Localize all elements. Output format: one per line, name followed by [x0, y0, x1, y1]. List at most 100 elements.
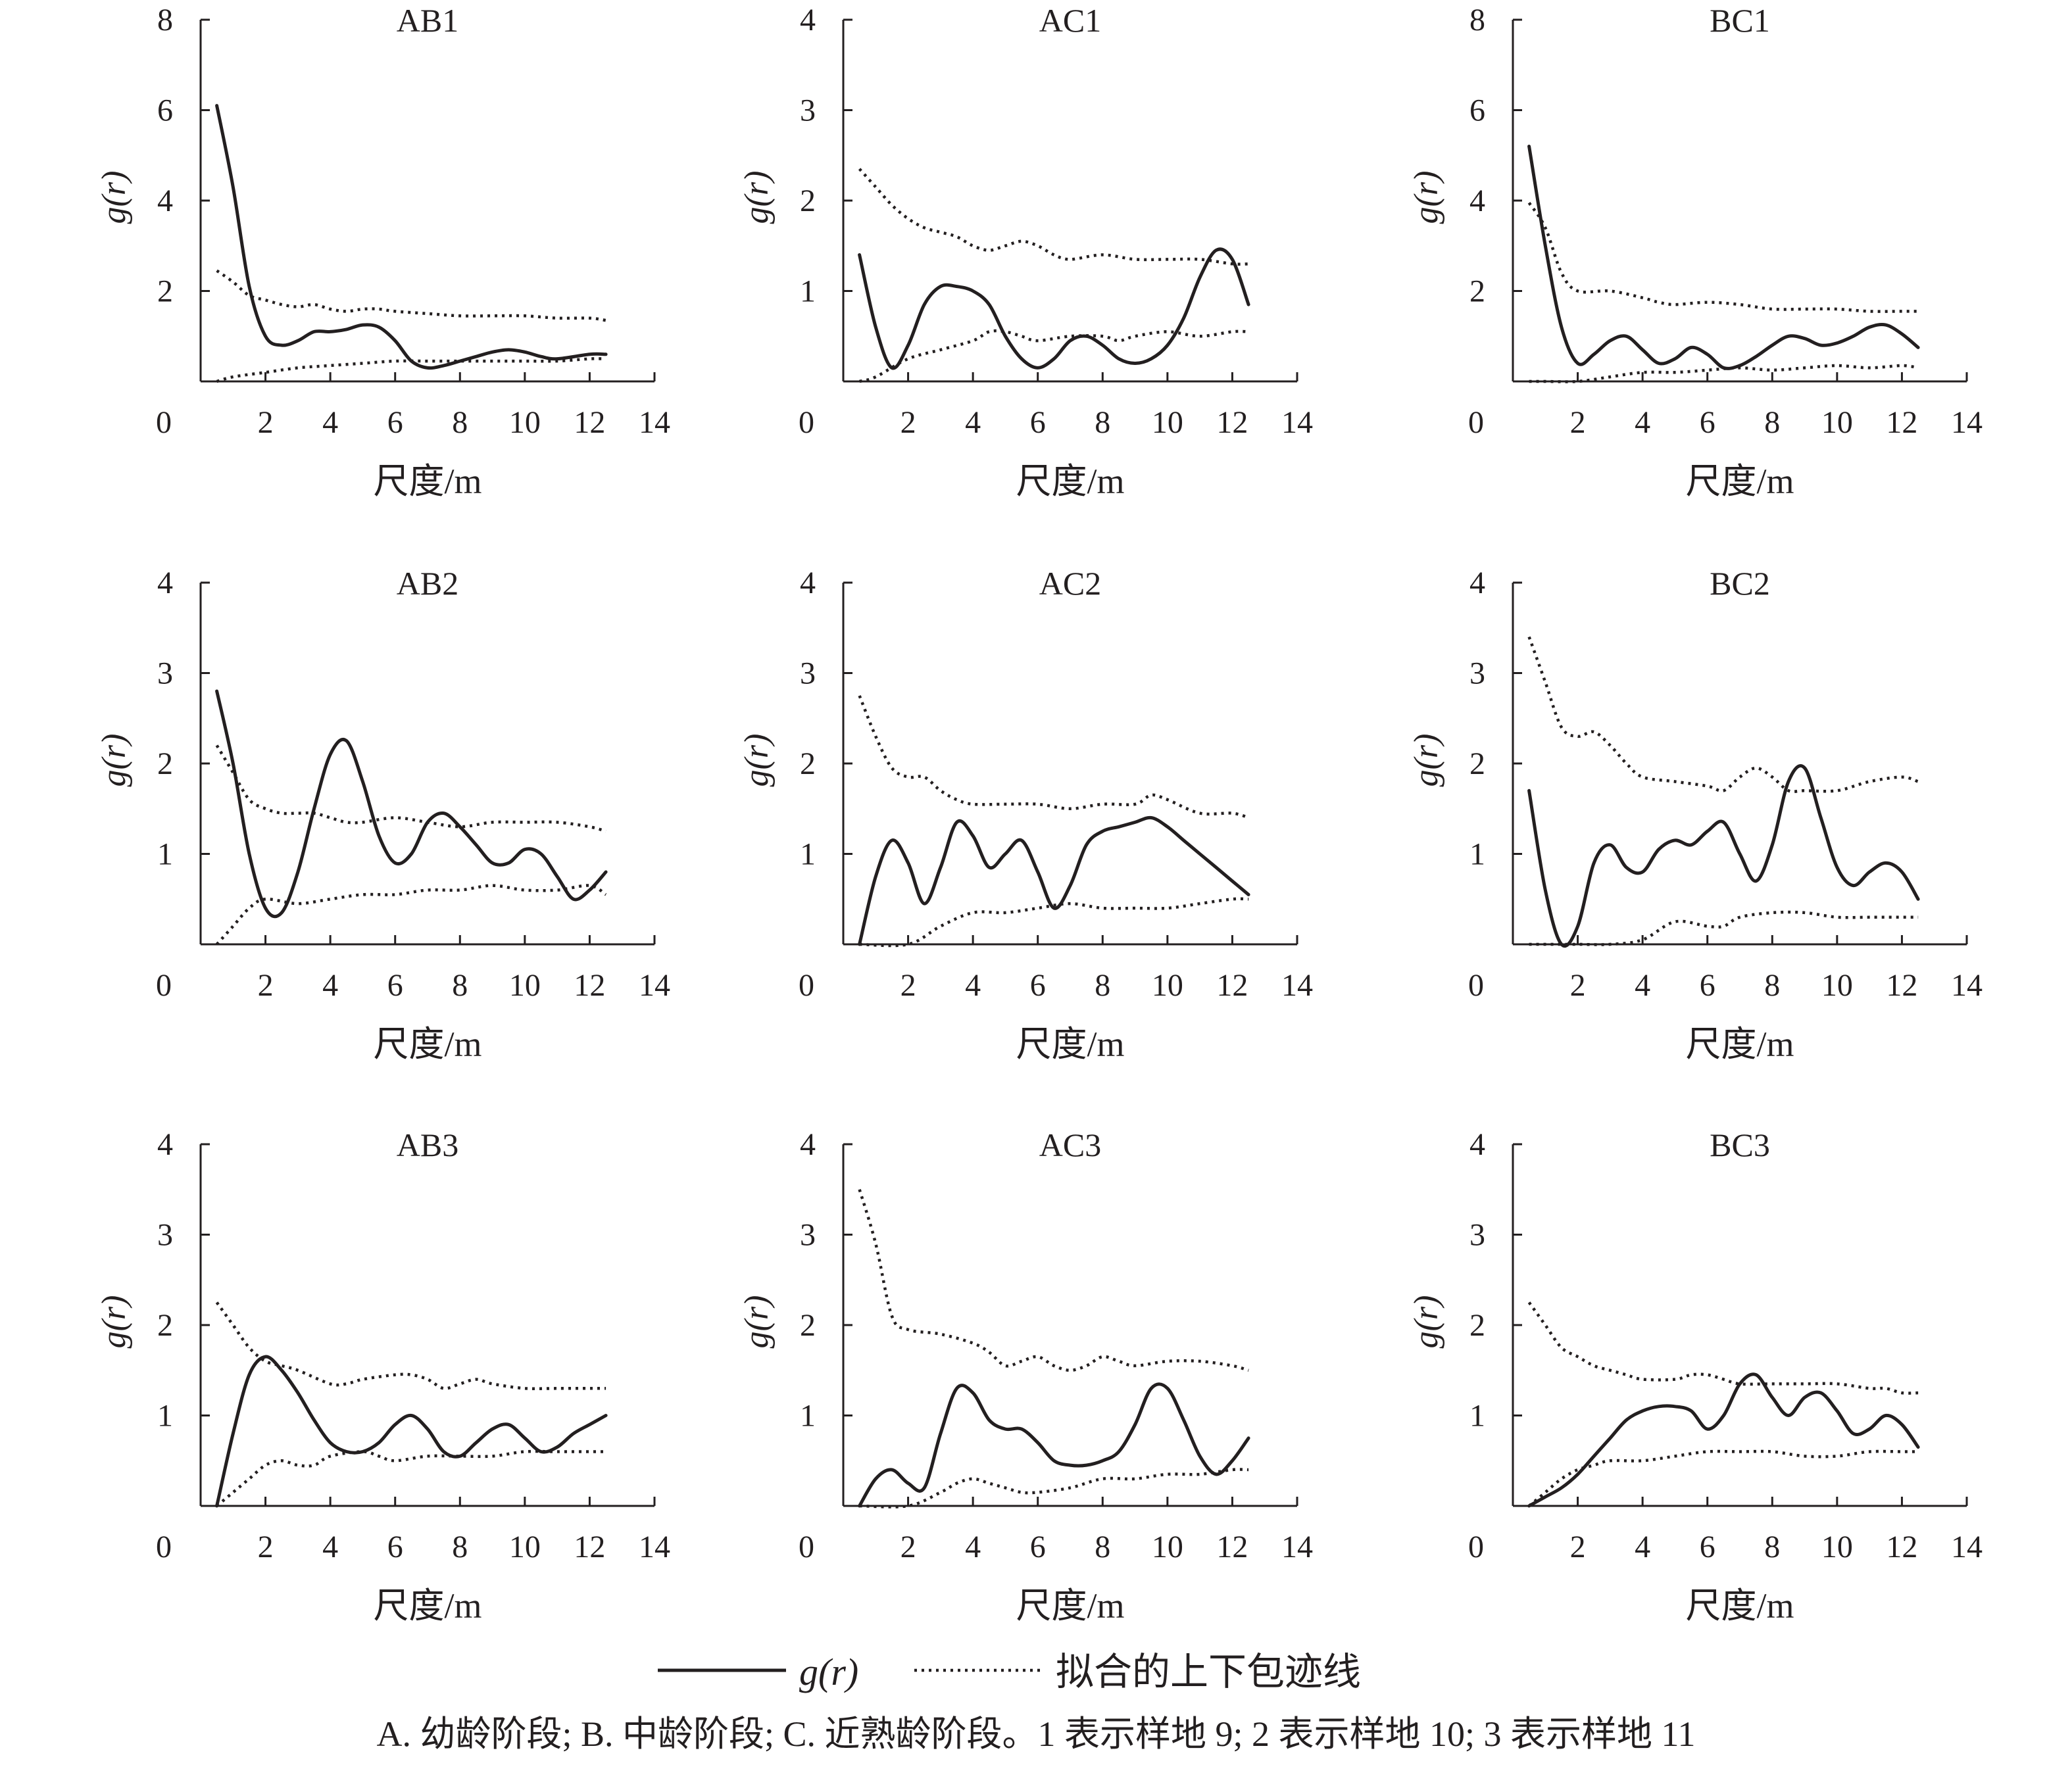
- y-axis-label: g(r): [738, 734, 776, 787]
- legend: g(r) 拟合的上下包迹线: [658, 1651, 1361, 1693]
- x-tick-label: 10: [509, 1530, 541, 1564]
- y-tick-label: 3: [800, 93, 816, 128]
- figure-caption: A. 幼龄阶段; B. 中龄阶段; C. 近熟龄阶段。1 表示样地 9; 2 表…: [376, 1714, 1695, 1754]
- x-tick-label: 8: [452, 968, 468, 1003]
- x-tick-label: 2: [1570, 405, 1586, 440]
- x-axis-label: 尺度/m: [1016, 1586, 1124, 1626]
- y-tick-label: 2: [1469, 274, 1485, 309]
- x-tick-label: 0: [799, 968, 814, 1003]
- panel-title: AB2: [397, 565, 458, 602]
- x-tick-label: 6: [1700, 405, 1715, 440]
- gr-curve: [215, 104, 608, 370]
- envelope-upper-curve: [216, 269, 606, 322]
- x-tick-label: 0: [1468, 405, 1484, 440]
- x-tick-label: 14: [1951, 405, 1983, 440]
- y-tick-label: 1: [1469, 837, 1485, 872]
- x-tick-label: 4: [965, 405, 981, 440]
- x-tick-label: 8: [1764, 968, 1780, 1003]
- y-tick-label: 1: [157, 1399, 173, 1434]
- y-tick-label: 2: [157, 274, 173, 309]
- y-tick-label: 1: [800, 1399, 816, 1434]
- y-tick-label: 2: [157, 1308, 173, 1343]
- envelope-upper-curve: [1527, 202, 1919, 313]
- x-tick-label: 0: [156, 405, 172, 440]
- x-tick-label: 6: [1030, 968, 1046, 1003]
- envelope-lower-curve: [216, 1449, 606, 1507]
- panel-ab1: 0 2 4 6 8 10 12 14 2 4 6 8 AB1 尺度/m g(r): [95, 2, 670, 501]
- envelope-lower-curve: [1529, 364, 1919, 383]
- y-tick-label: 3: [800, 656, 816, 691]
- y-axis-label: g(r): [1408, 171, 1445, 224]
- y-tick-label: 6: [1469, 93, 1485, 128]
- x-tick-label: 14: [1281, 968, 1313, 1003]
- x-tick-label: 4: [322, 405, 338, 440]
- y-axis-label: g(r): [95, 734, 133, 787]
- x-axis-label: 尺度/m: [373, 1586, 481, 1626]
- envelope-lower-curve: [859, 1468, 1249, 1509]
- x-tick-label: 2: [900, 1530, 916, 1564]
- gr-curve: [1527, 764, 1920, 948]
- x-tick-label: 0: [1468, 1530, 1484, 1564]
- x-tick-label: 12: [1886, 405, 1917, 440]
- x-tick-label: 2: [258, 968, 274, 1003]
- x-tick-label: 4: [1635, 968, 1650, 1003]
- y-tick-label: 2: [1469, 1308, 1485, 1343]
- y-tick-label: 4: [157, 1127, 173, 1162]
- x-tick-label: 2: [900, 968, 916, 1003]
- x-axis-label: 尺度/m: [1685, 1586, 1794, 1626]
- y-tick-label: 3: [1469, 656, 1485, 691]
- y-tick-label: 2: [1469, 746, 1485, 781]
- gr-curve: [1527, 145, 1920, 370]
- x-tick-label: 14: [1281, 1530, 1313, 1564]
- y-axis-label: g(r): [738, 1295, 776, 1349]
- x-axis-label: 尺度/m: [1016, 1025, 1124, 1064]
- x-tick-label: 6: [387, 405, 403, 440]
- y-tick-label: 4: [800, 566, 816, 600]
- x-tick-label: 6: [387, 968, 403, 1003]
- x-tick-label: 12: [1216, 405, 1248, 440]
- x-tick-label: 10: [1821, 405, 1853, 440]
- x-tick-label: 6: [1700, 968, 1715, 1003]
- y-tick-label: 1: [1469, 1399, 1485, 1434]
- x-tick-label: 10: [1152, 1530, 1183, 1564]
- y-tick-label: 4: [1469, 566, 1485, 600]
- y-tick-label: 4: [157, 183, 173, 218]
- x-tick-label: 8: [452, 405, 468, 440]
- y-axis-label: g(r): [95, 1295, 133, 1349]
- envelope-upper-curve: [1527, 1301, 1919, 1395]
- panel-title: AB3: [397, 1126, 458, 1163]
- x-tick-label: 2: [258, 405, 274, 440]
- x-tick-label: 4: [322, 968, 338, 1003]
- legend-dotted-label: 拟合的上下包迹线: [1056, 1651, 1361, 1693]
- x-tick-label: 2: [258, 1530, 274, 1564]
- gr-curve: [858, 815, 1250, 946]
- y-axis-label: g(r): [1408, 734, 1445, 787]
- x-tick-label: 0: [799, 1530, 814, 1564]
- panel-title: AC2: [1039, 565, 1101, 602]
- y-tick-label: 4: [1469, 1127, 1485, 1162]
- y-tick-label: 1: [800, 837, 816, 872]
- envelope-upper-curve: [1527, 636, 1919, 794]
- x-tick-label: 10: [509, 405, 541, 440]
- y-tick-label: 8: [1469, 3, 1485, 37]
- x-axis-label: 尺度/m: [373, 462, 481, 501]
- envelope-upper-curve: [858, 695, 1249, 819]
- x-tick-label: 0: [799, 405, 814, 440]
- y-tick-label: 3: [1469, 1218, 1485, 1253]
- x-tick-label: 14: [639, 1530, 670, 1564]
- y-tick-label: 1: [800, 274, 816, 309]
- y-axis-label: g(r): [738, 171, 776, 224]
- y-tick-label: 3: [157, 1218, 173, 1253]
- y-tick-label: 2: [800, 1308, 816, 1343]
- y-tick-label: 2: [157, 746, 173, 781]
- x-tick-label: 12: [574, 405, 605, 440]
- x-tick-label: 0: [156, 968, 172, 1003]
- x-tick-label: 6: [387, 1530, 403, 1564]
- x-tick-label: 8: [452, 1530, 468, 1564]
